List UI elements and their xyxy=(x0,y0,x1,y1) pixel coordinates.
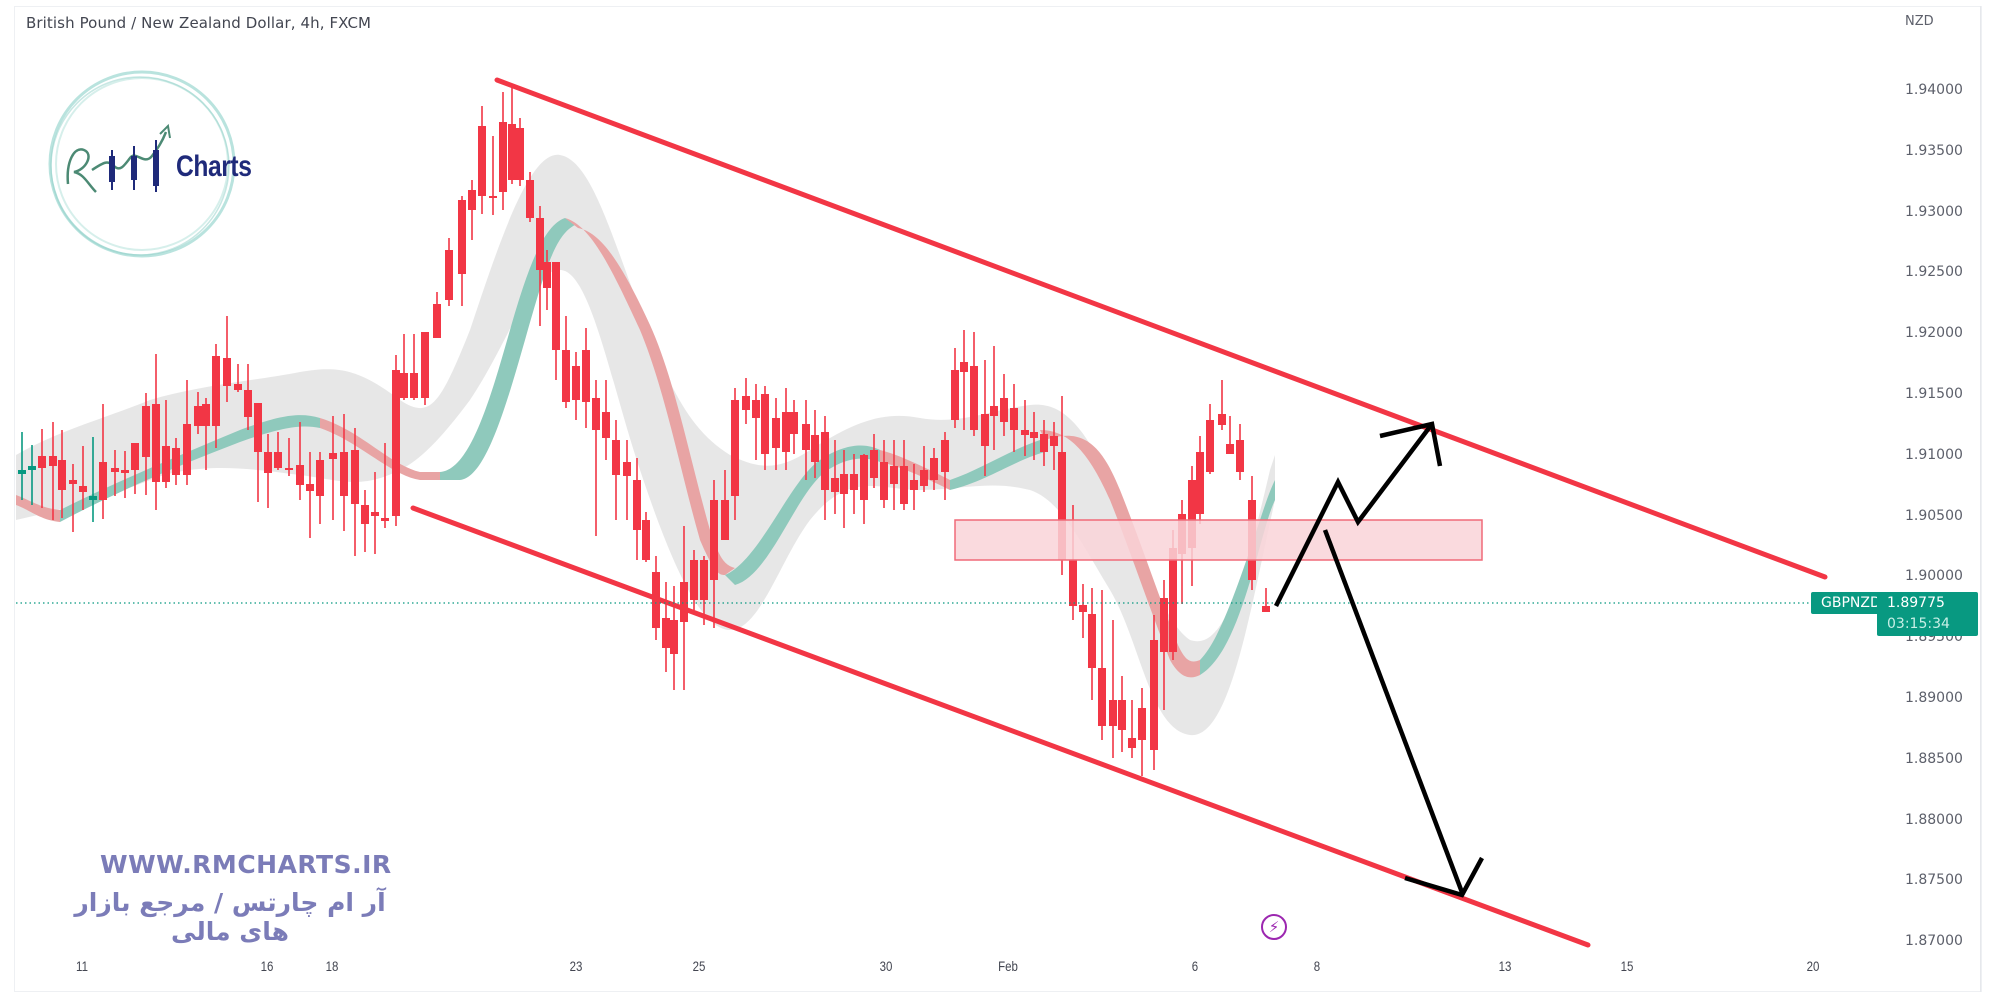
price-axis-currency: NZD xyxy=(1905,14,1934,29)
date-tick-label: 13 xyxy=(1498,958,1512,974)
price-tick-label: 1.88000 xyxy=(1905,811,1963,828)
date-tick-label: 23 xyxy=(569,958,583,974)
ma-ribbon-up-4 xyxy=(950,440,1045,490)
price-tick-label: 1.91000 xyxy=(1905,446,1963,463)
resistance-zone[interactable] xyxy=(954,519,1483,561)
ma-ribbon-up-3 xyxy=(725,445,880,585)
last-price-tag: 1.89775 xyxy=(1877,592,1978,614)
logo-text: Charts xyxy=(176,150,252,183)
bar-countdown-tag: 03:15:34 xyxy=(1877,614,1978,636)
date-tick-label: 18 xyxy=(325,958,339,974)
date-tick-label: 16 xyxy=(260,958,274,974)
ma-ribbon-up-1 xyxy=(60,415,320,522)
price-tick-label: 1.93000 xyxy=(1905,203,1963,220)
date-tick-label: 15 xyxy=(1620,958,1634,974)
last-price-symbol-tag: GBPNZD xyxy=(1811,592,1887,614)
date-tick-label: 6 xyxy=(1191,958,1199,974)
channel-upper-trendline[interactable] xyxy=(494,77,1828,580)
date-tick-label: 8 xyxy=(1313,958,1321,974)
chart-frame xyxy=(14,6,1982,992)
watermark-tagline: آر ام چارتس / مرجع بازار های مالی xyxy=(74,888,386,946)
event-lightning-icon[interactable]: ⚡ xyxy=(1261,914,1287,940)
price-tick-label: 1.87500 xyxy=(1905,872,1963,889)
watermark-url: WWW.RMCHARTS.IR xyxy=(100,850,392,879)
date-tick-label: 30 xyxy=(879,958,893,974)
ma-ribbon-up-2 xyxy=(440,218,575,480)
price-tick-label: 1.92000 xyxy=(1905,325,1963,342)
price-tick-label: 1.87000 xyxy=(1905,933,1963,950)
price-tick-label: 1.90500 xyxy=(1905,507,1963,524)
channel-lower-trendline[interactable] xyxy=(410,505,1591,948)
ma-ribbon-down-3 xyxy=(565,218,735,575)
candles xyxy=(18,84,1270,776)
date-tick-label: 25 xyxy=(692,958,706,974)
date-tick-label: 20 xyxy=(1806,958,1820,974)
price-tick-label: 1.91500 xyxy=(1905,386,1963,402)
date-tick-label: Feb xyxy=(998,958,1018,974)
price-tick-label: 1.89000 xyxy=(1905,690,1963,706)
ma-ribbon-up-5 xyxy=(1200,480,1275,675)
chart-title: British Pound / New Zealand Dollar, 4h, … xyxy=(26,14,372,32)
price-tick-label: 1.88500 xyxy=(1905,750,1963,767)
price-axis-separator xyxy=(1980,6,1981,992)
price-tick-label: 1.92500 xyxy=(1905,264,1963,281)
envelope-band xyxy=(16,154,1275,736)
rmcharts-logo xyxy=(48,70,236,258)
price-tick-label: 1.94000 xyxy=(1905,82,1963,98)
price-tick-label: 1.93500 xyxy=(1905,142,1963,159)
ma-ribbon-down-1 xyxy=(16,495,60,522)
ma-ribbon-down-2 xyxy=(320,418,440,480)
date-tick-label: 11 xyxy=(76,958,88,974)
price-tick-label: 1.90000 xyxy=(1905,568,1963,585)
bullish-zigzag-path xyxy=(1273,422,1434,608)
bearish-arrowhead xyxy=(1404,856,1484,898)
bearish-scenario-arrow[interactable] xyxy=(1322,529,1466,896)
